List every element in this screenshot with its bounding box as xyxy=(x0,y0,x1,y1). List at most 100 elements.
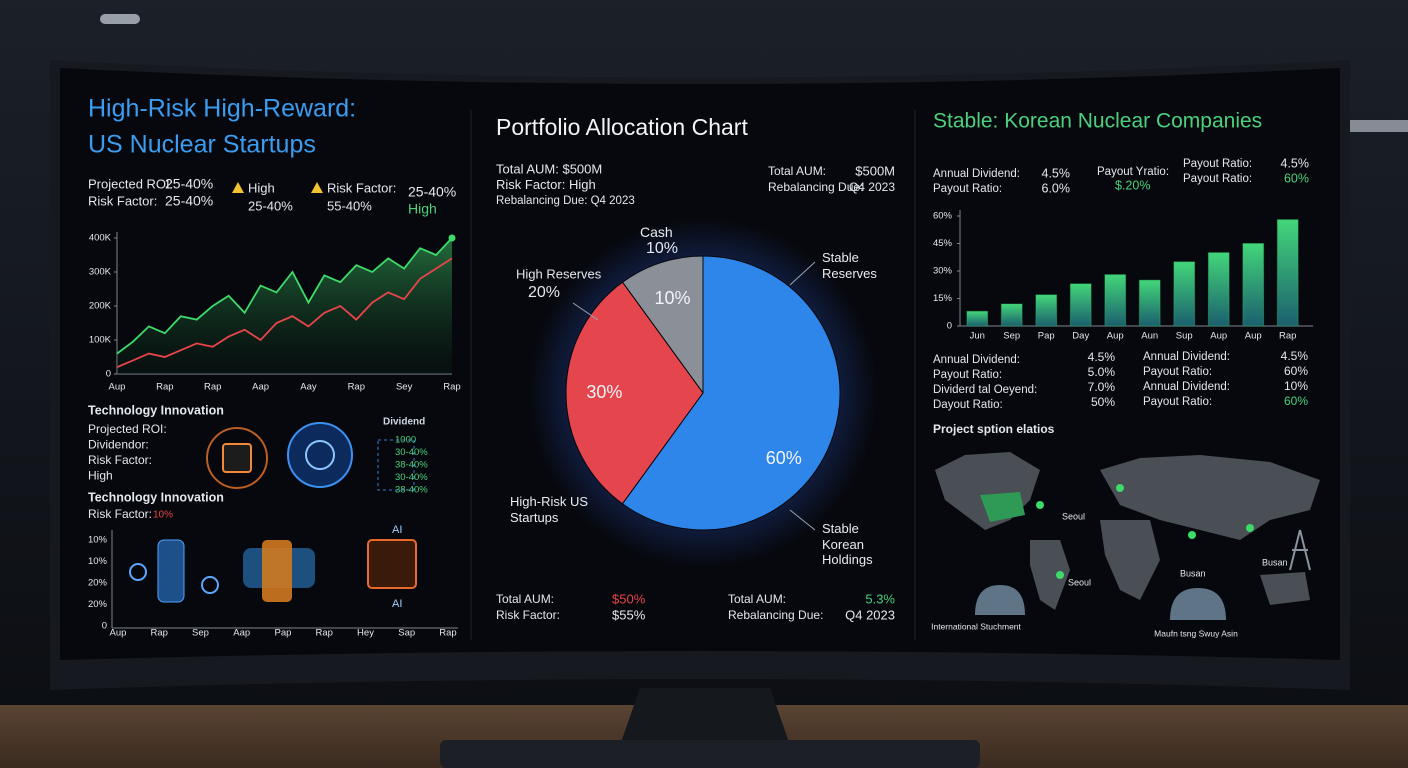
axis-label: 20% xyxy=(88,578,108,589)
warning-icon xyxy=(311,182,323,193)
map-marker xyxy=(1056,571,1064,579)
label: Rebalancing Due: xyxy=(728,608,823,622)
section-title: Technology Innovation xyxy=(88,403,224,417)
axis-label: 0 xyxy=(102,621,107,632)
x-tick-label: Aup xyxy=(1107,331,1124,342)
label: Payout Ratio: xyxy=(1143,366,1212,378)
label: 25-40% xyxy=(165,193,213,209)
processor-icon xyxy=(367,539,417,589)
label: Q4 2023 xyxy=(849,180,895,194)
label: Risk Factor: High xyxy=(496,177,596,192)
bar xyxy=(1138,279,1161,327)
pylon-icon xyxy=(1289,529,1311,571)
y-tick-label: 400K xyxy=(89,233,112,244)
label: Annual Dividend: xyxy=(1143,351,1230,363)
label: Annual Dividend: xyxy=(1143,381,1230,393)
line xyxy=(116,257,453,369)
reactor-icon xyxy=(305,440,335,470)
y-tick-label: 100K xyxy=(89,335,112,346)
label: Dividendor: xyxy=(88,438,149,452)
slice-label: 60% xyxy=(766,448,802,468)
label: 25-40% xyxy=(248,198,293,213)
ceiling-light xyxy=(100,14,140,24)
map-marker xyxy=(1116,484,1124,492)
continent xyxy=(1030,540,1070,610)
label: $.20% xyxy=(1115,178,1150,192)
section-title: Technology Innovation xyxy=(88,490,224,504)
label: Projected ROI: xyxy=(88,176,173,191)
annotation: High Reserves xyxy=(516,266,602,281)
label: Payout Ratio: xyxy=(1143,396,1212,408)
annotation: 10% xyxy=(646,240,678,257)
world-map xyxy=(935,452,1320,620)
map-marker xyxy=(1036,501,1044,509)
label: 7.0% xyxy=(1088,380,1116,394)
slice-label: 10% xyxy=(655,288,691,308)
y-tick-label: 0 xyxy=(106,369,111,380)
label: 50% xyxy=(1091,395,1115,409)
axis-label: Hey xyxy=(357,628,374,639)
label: $500M xyxy=(855,163,895,178)
label: 5.0% xyxy=(1088,365,1116,379)
x-tick-label: Sep xyxy=(1003,331,1020,342)
label: High xyxy=(88,469,113,483)
y-tick-label: 60% xyxy=(933,211,953,222)
warning-icon xyxy=(232,182,244,193)
slice-category: Stable Korean Holdings xyxy=(822,521,873,568)
x-tick-label: Rap xyxy=(204,382,221,393)
label: AI xyxy=(392,598,402,610)
label: Payout Yratio: xyxy=(1097,166,1169,178)
x-tick-label: Rap xyxy=(348,382,365,393)
bar xyxy=(1242,243,1265,327)
label: Annual Dividend: xyxy=(933,168,1020,180)
label: Total AUM: xyxy=(496,592,554,606)
axis-label: 10% xyxy=(88,556,108,567)
label: 5.3% xyxy=(865,591,895,606)
label: Payout Ratio: xyxy=(1183,158,1252,170)
label: Total AUM: $500M xyxy=(496,161,602,176)
label: 4.5% xyxy=(1281,156,1310,170)
continent xyxy=(1100,455,1320,540)
bar xyxy=(1207,252,1230,327)
chip-icon xyxy=(222,443,252,473)
slice-category: Cash xyxy=(640,224,673,240)
label: Payout Ratio: xyxy=(1183,173,1252,185)
label: Payout Ratio: xyxy=(933,183,1002,195)
label: Annual Dividend: xyxy=(933,354,1020,366)
x-tick-label: Aup xyxy=(1245,331,1262,342)
label: $50% xyxy=(612,591,646,606)
label: Payout Ratio: xyxy=(933,369,1002,381)
rod-icon xyxy=(201,576,219,594)
chip-icon xyxy=(206,427,268,489)
monitor-stand xyxy=(620,688,790,745)
pie-slice xyxy=(621,255,704,395)
label: Dividend xyxy=(383,417,425,428)
label: Risk Factor: xyxy=(327,180,396,195)
label: Risk Factor: xyxy=(88,193,157,208)
y-tick-label: 30% xyxy=(933,266,953,277)
bar xyxy=(1104,274,1127,327)
axis-label: Rap xyxy=(151,628,168,639)
label: High xyxy=(248,180,275,195)
label: 60% xyxy=(1284,364,1308,378)
label: Dayout Ratio: xyxy=(933,399,1003,411)
label: 1000 xyxy=(395,435,416,446)
line xyxy=(116,237,453,355)
circuit-icon xyxy=(377,439,415,491)
axis-label: 20% xyxy=(88,599,108,610)
slice-label: 30% xyxy=(586,382,622,402)
bar xyxy=(1000,303,1023,327)
label: Risk Factor: xyxy=(88,507,152,521)
dome-icon xyxy=(1170,588,1226,620)
axis-label: 10% xyxy=(88,535,108,546)
label: AI xyxy=(392,524,402,536)
y-tick-label: 15% xyxy=(933,293,953,304)
bar xyxy=(1173,261,1196,327)
x-tick-label: Aup xyxy=(109,382,126,393)
axis-label: Sap xyxy=(398,628,415,639)
x-tick-label: Sup xyxy=(1176,331,1193,342)
label: Dividerd tal Oeyend: xyxy=(933,384,1037,396)
caption: International Stuchment xyxy=(931,621,1021,631)
